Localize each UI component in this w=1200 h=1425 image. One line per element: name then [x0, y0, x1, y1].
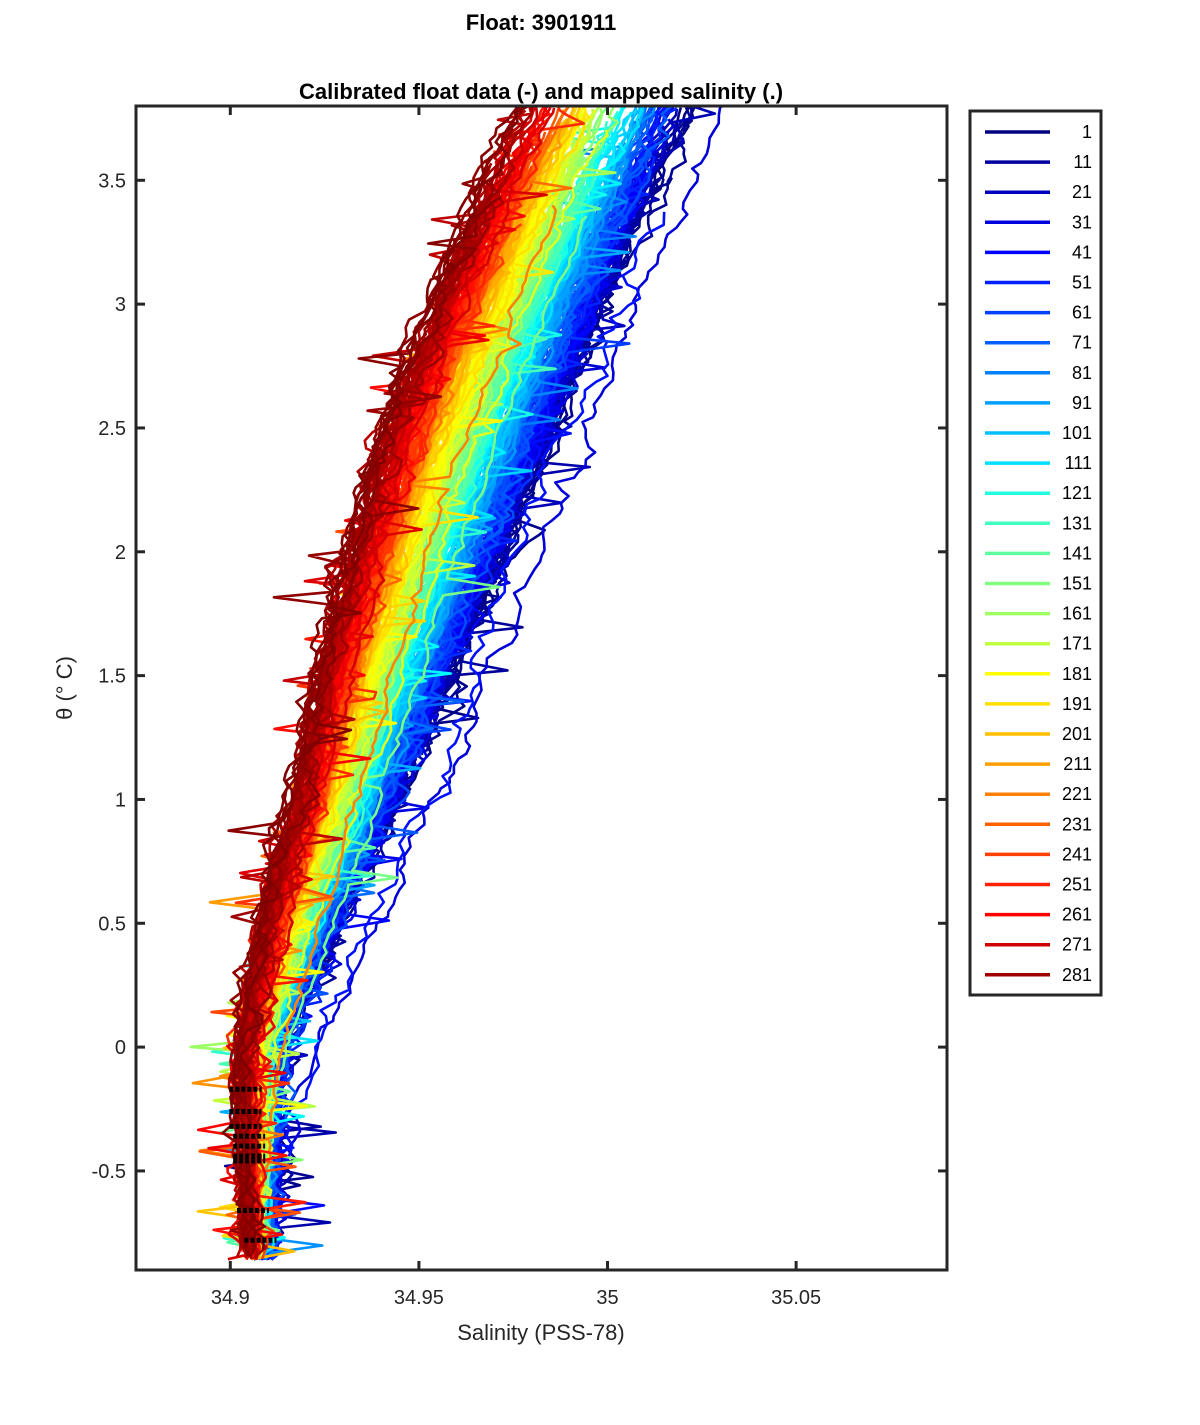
legend-label: 231 — [1062, 814, 1092, 834]
x-axis-ticks: 34.9 34.95 35 35.05 — [211, 106, 821, 1309]
float-profiles — [189, 106, 726, 1262]
profile-line — [231, 106, 518, 1249]
legend-label: 21 — [1072, 182, 1092, 202]
legend-label: 31 — [1072, 212, 1092, 232]
x-axis-label: Salinity (PSS-78) — [457, 1320, 625, 1345]
profile-line — [232, 196, 502, 1249]
profile-line — [227, 107, 556, 1261]
y-axis-label: θ (° C) — [52, 656, 77, 720]
legend-label: 11 — [1073, 152, 1092, 172]
figure-title: Float: 3901911 — [466, 10, 616, 35]
x-tick-label: 34.9 — [211, 1287, 250, 1309]
legend-label: 211 — [1063, 754, 1092, 774]
legend-label: 141 — [1062, 543, 1092, 563]
legend-label: 161 — [1062, 604, 1092, 624]
x-tick-label: 34.95 — [394, 1287, 444, 1309]
legend-label: 181 — [1062, 664, 1092, 684]
profile-line — [221, 106, 530, 1251]
legend-label: 151 — [1062, 574, 1092, 594]
legend-label: 261 — [1062, 905, 1092, 925]
legend-label: 101 — [1062, 423, 1092, 443]
y-tick-label: 1.5 — [98, 666, 126, 688]
profile-line — [235, 204, 558, 1261]
legend-label: 251 — [1062, 875, 1092, 895]
legend-label: 201 — [1062, 724, 1092, 744]
legend-label: 281 — [1062, 965, 1092, 985]
mapped-salinity — [229, 1086, 277, 1243]
y-tick-label: 3.5 — [98, 170, 126, 192]
y-tick-label: 0.5 — [98, 913, 126, 935]
y-tick-label: 0 — [115, 1037, 126, 1059]
legend-label: 61 — [1072, 303, 1092, 323]
profile-line — [253, 106, 726, 1252]
y-tick-label: 3 — [115, 294, 126, 316]
legend-label: 131 — [1062, 513, 1092, 533]
legend-label: 241 — [1062, 844, 1092, 864]
y-tick-label: -0.5 — [92, 1161, 126, 1183]
legend-label: 51 — [1072, 273, 1092, 293]
x-tick-label: 35 — [596, 1287, 618, 1309]
legend-label: 191 — [1062, 694, 1092, 714]
profile-line — [262, 211, 666, 1251]
legend-label: 91 — [1072, 393, 1092, 413]
x-tick-label: 35.05 — [771, 1287, 821, 1309]
plot-frame — [134, 104, 949, 1272]
legend-label: 221 — [1062, 784, 1092, 804]
y-tick-label: 2.5 — [98, 418, 126, 440]
legend: 1112131415161718191101111121131141151161… — [968, 109, 1103, 997]
figure-subtitle: Calibrated float data (-) and mapped sal… — [299, 79, 783, 104]
legend-label: 111 — [1065, 453, 1092, 473]
legend-label: 71 — [1072, 333, 1092, 353]
y-axis-ticks: -0.5 0 0.5 1 1.5 2 2.5 3 3.5 — [92, 170, 947, 1183]
legend-label: 81 — [1072, 363, 1092, 383]
legend-label: 41 — [1072, 242, 1092, 262]
legend-label: 121 — [1062, 483, 1092, 503]
legend-label: 171 — [1062, 634, 1092, 654]
y-tick-label: 2 — [115, 542, 126, 564]
legend-label: 271 — [1062, 935, 1092, 955]
legend-label: 1 — [1082, 122, 1092, 142]
profile-line — [259, 215, 588, 1250]
y-tick-label: 1 — [115, 789, 126, 811]
